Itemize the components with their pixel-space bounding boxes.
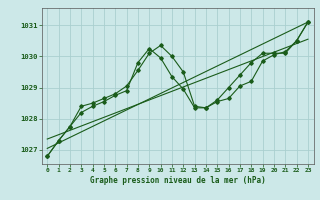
X-axis label: Graphe pression niveau de la mer (hPa): Graphe pression niveau de la mer (hPa) bbox=[90, 176, 266, 185]
